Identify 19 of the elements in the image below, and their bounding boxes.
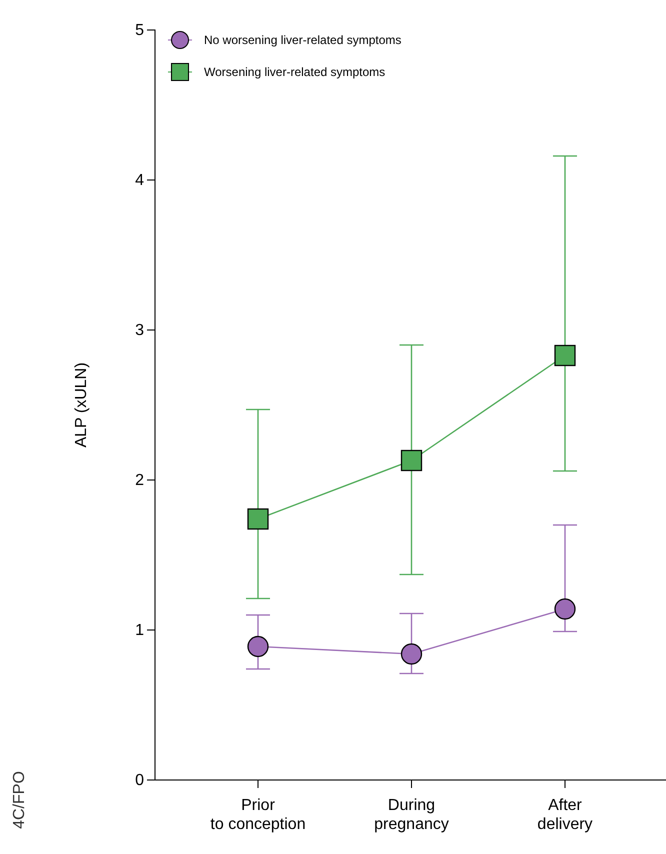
y-tick-label: 0	[135, 772, 144, 790]
point	[247, 636, 269, 658]
point	[400, 643, 422, 665]
y-axis-title: ALP (xULN)	[73, 362, 90, 448]
x-tick-label: After delivery	[537, 797, 593, 833]
point	[247, 508, 269, 530]
y-tick-label: 1	[135, 622, 144, 640]
legend-label: Worsening liver-related symptoms	[204, 65, 386, 79]
y-tick-label: 4	[135, 172, 144, 190]
x-tick-label: During pregnancy	[374, 797, 449, 833]
y-tick-label: 2	[135, 472, 144, 490]
legend-label: No worsening liver-related symptoms	[204, 33, 402, 47]
x-tick-label: Prior to conception	[210, 797, 306, 833]
point	[554, 598, 576, 620]
point	[554, 344, 576, 366]
y-tick-label: 5	[135, 22, 144, 40]
y-tick-label: 3	[135, 322, 144, 340]
text: 4C/FPO	[11, 771, 28, 829]
point	[400, 450, 422, 472]
